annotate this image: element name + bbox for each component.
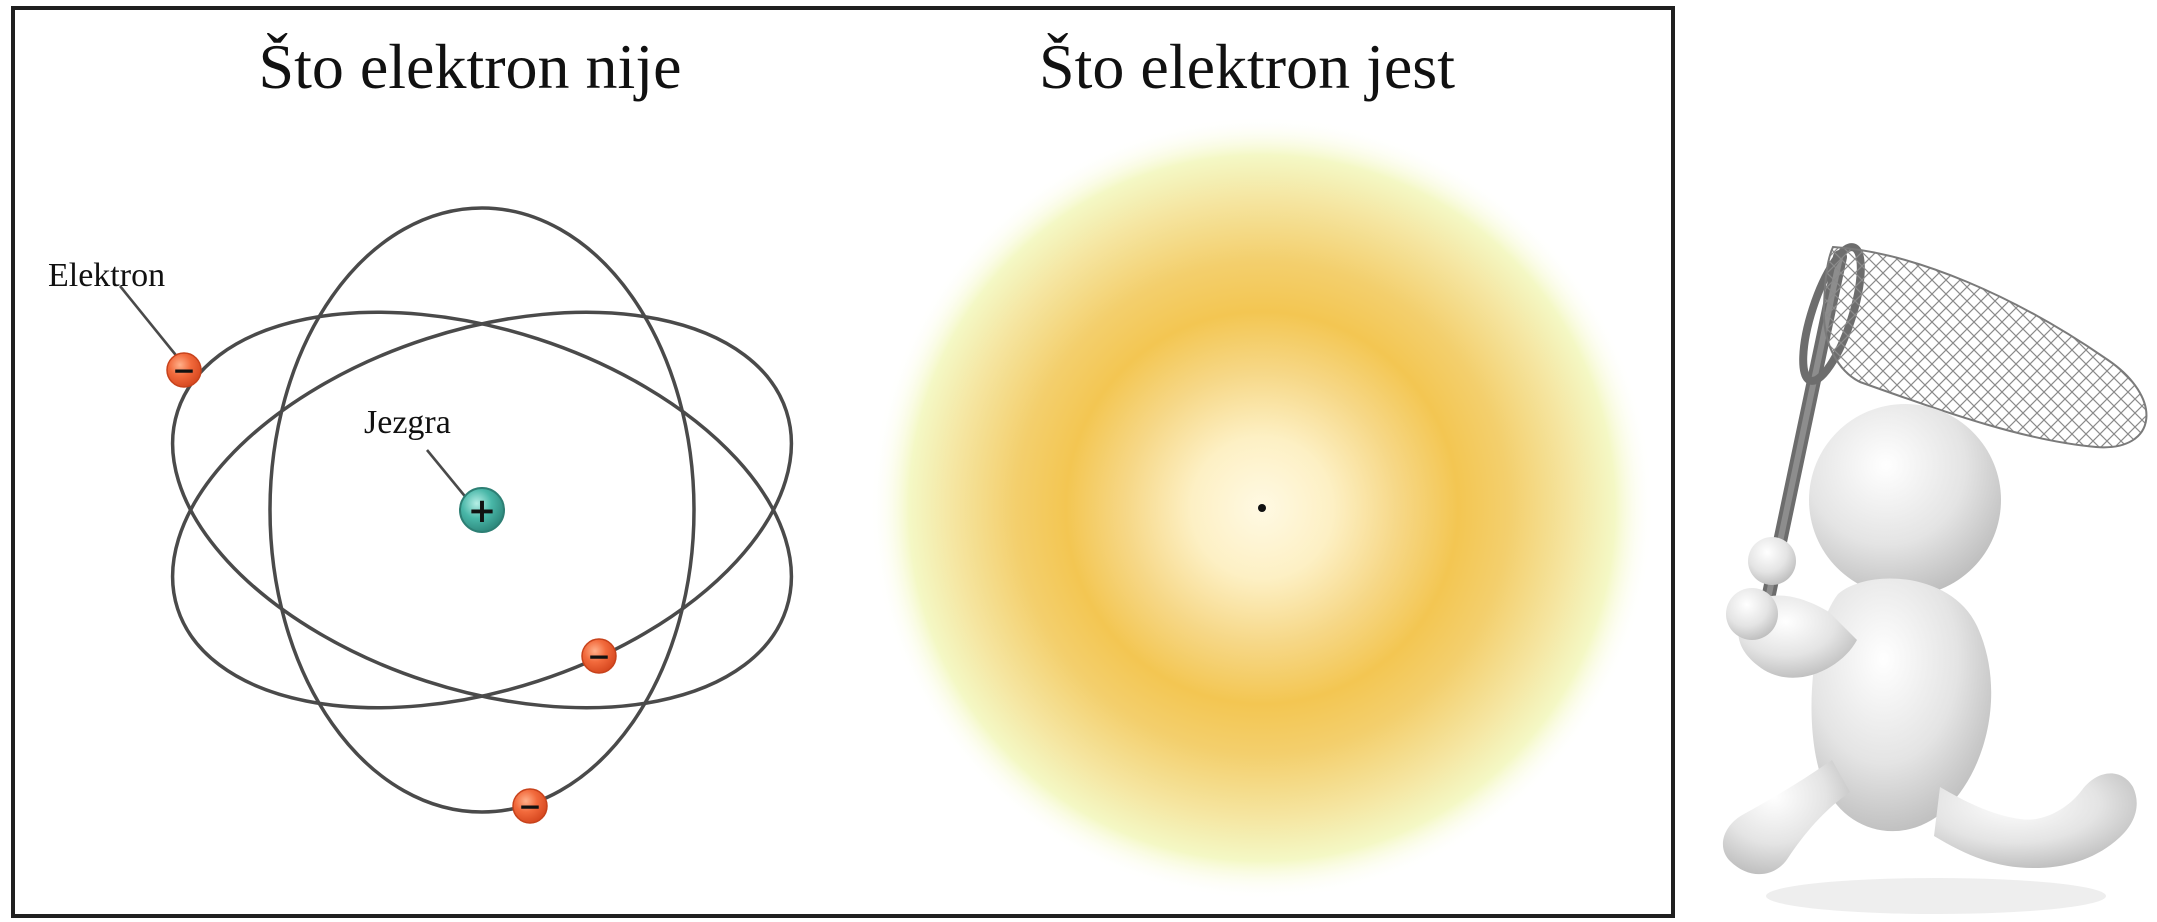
nucleus-icon	[459, 487, 505, 533]
cloud-center-dot	[1258, 504, 1266, 512]
net-runner-illustration	[1722, 243, 2148, 914]
electron-label: Elektron	[48, 257, 165, 294]
diagram-frame	[11, 6, 1675, 918]
nucleus-label: Jezgra	[364, 404, 451, 441]
electron-symbol: −	[587, 640, 610, 673]
electron-icon	[581, 638, 617, 674]
right-panel-title: Što elektron jest	[1039, 31, 1455, 102]
atom-model: Elektron Jezgra + − − −	[48, 206, 794, 824]
figure-torso	[1811, 578, 1992, 832]
net-mesh	[1822, 245, 2148, 449]
figure-hand-lower	[1726, 588, 1778, 640]
figure-right-leg	[1934, 773, 2137, 869]
electron-label-pointer	[118, 285, 181, 360]
nucleus-symbol: +	[468, 491, 497, 531]
orbit-vertical	[268, 206, 696, 814]
nucleus-label-pointer	[425, 449, 470, 501]
figure-hand-upper	[1748, 537, 1796, 585]
orbit-tilted-right	[170, 310, 794, 710]
electron-cloud	[870, 116, 1654, 900]
electron-icon	[166, 352, 202, 388]
figure-head	[1809, 404, 2001, 596]
orbit-tilted-left	[170, 310, 794, 710]
left-panel-title: Što elektron nije	[258, 31, 681, 102]
electron-symbol: −	[518, 790, 541, 823]
figure-left-leg	[1722, 760, 1850, 875]
electron-symbol: −	[172, 354, 195, 387]
electron-icon	[512, 788, 548, 824]
figure-shadow	[1766, 878, 2106, 914]
